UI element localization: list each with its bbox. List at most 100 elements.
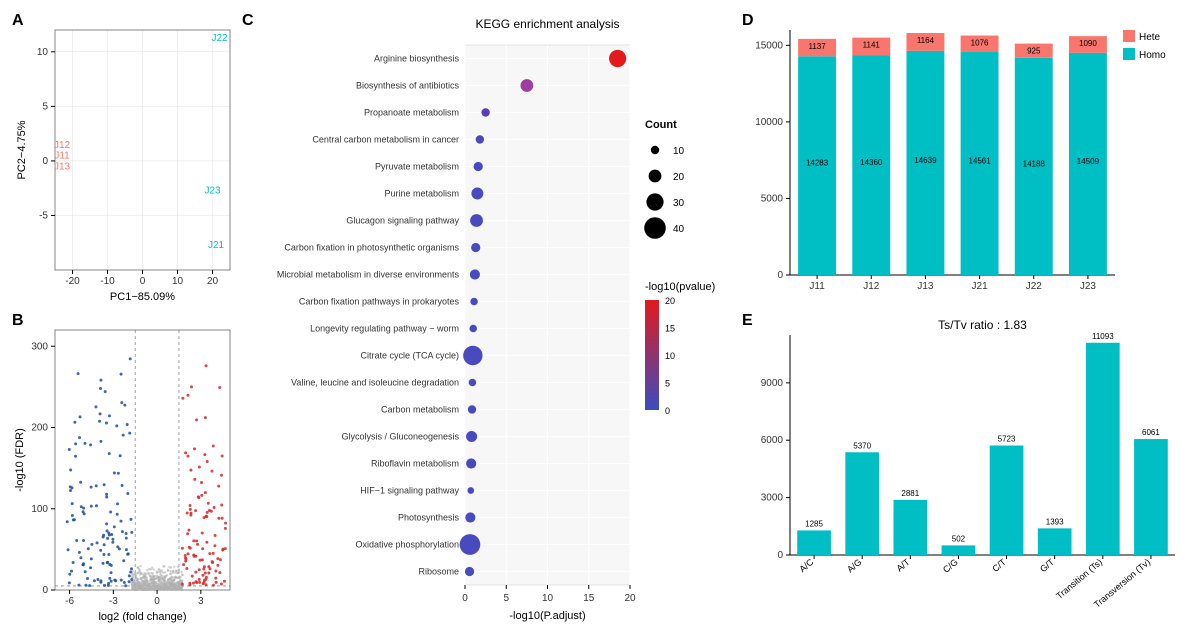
kegg-dot	[471, 188, 483, 200]
svg-text:J12: J12	[863, 281, 880, 292]
svg-text:0: 0	[42, 156, 48, 167]
kegg-dot	[474, 162, 483, 171]
svg-text:C/G: C/G	[941, 557, 960, 575]
svg-text:20: 20	[207, 276, 219, 287]
svg-text:J21: J21	[972, 281, 989, 292]
pca-point: J22	[211, 33, 228, 44]
kegg-pathway-label: Ribosome	[418, 567, 459, 577]
kegg-dot	[470, 269, 480, 279]
kegg-dot	[465, 512, 475, 522]
svg-text:J22: J22	[1026, 281, 1043, 292]
svg-text:9000: 9000	[761, 378, 784, 389]
kegg-pathway-label: HIF−1 signaling pathway	[360, 486, 459, 496]
kegg-dot	[470, 298, 478, 306]
kegg-title: KEGG enrichment analysis	[475, 17, 619, 31]
svg-text:C/T: C/T	[990, 557, 1008, 574]
svg-text:10: 10	[37, 47, 49, 58]
svg-text:0: 0	[154, 596, 160, 607]
svg-text:J23: J23	[1080, 281, 1097, 292]
kegg-pathway-label: Pyruvate metabolism	[375, 162, 459, 172]
kegg-pathway-label: Riboflavin metabolism	[371, 459, 459, 469]
svg-text:0: 0	[462, 593, 468, 604]
svg-text:300: 300	[31, 341, 48, 352]
tstv-bar	[845, 452, 879, 555]
kegg-pathway-label: Carbon fixation in photosynthetic organi…	[284, 243, 459, 253]
panel-d-label: D	[742, 12, 754, 30]
tstv-bar	[1038, 528, 1072, 555]
pca-ylabel: PC2−4.75%	[16, 120, 28, 179]
stacked-legend: Hete Homo	[1123, 30, 1166, 61]
svg-text:1076: 1076	[971, 39, 989, 48]
svg-text:-log10(pvalue): -log10(pvalue)	[645, 281, 715, 293]
svg-text:A/G: A/G	[845, 557, 863, 575]
svg-text:5370: 5370	[853, 441, 871, 450]
kegg-pathway-label: Carbon metabolism	[381, 405, 459, 415]
panel-b-volcano: B -6-3030100200300log2 (fold change)-log…	[10, 310, 240, 630]
kegg-pathway-label: Glucagon signaling pathway	[346, 216, 459, 226]
svg-text:G/T: G/T	[1038, 557, 1056, 575]
panel-b-label: B	[12, 312, 24, 330]
pca-xlabel: PC1−85.09%	[110, 291, 175, 303]
svg-text:14283: 14283	[806, 159, 829, 168]
tstv-bar	[990, 446, 1024, 555]
tstv-title: Ts/Tv ratio : 1.83	[938, 318, 1027, 332]
svg-text:30: 30	[673, 198, 685, 209]
volcano-xlabel: log2 (fold change)	[98, 611, 186, 623]
svg-text:0: 0	[42, 585, 48, 596]
svg-text:6000: 6000	[761, 435, 784, 446]
kegg-dot	[476, 135, 484, 143]
svg-text:14509: 14509	[1077, 157, 1100, 166]
svg-text:1141: 1141	[863, 41, 881, 50]
pca-point: J21	[208, 240, 225, 251]
count-legend: Count10203040	[644, 119, 684, 239]
kegg-dot	[468, 405, 476, 413]
tstv-bar	[797, 530, 831, 555]
svg-text:1164: 1164	[917, 36, 935, 45]
svg-text:10000: 10000	[755, 117, 783, 128]
kegg-dot	[481, 108, 489, 116]
kegg-pathway-label: Citrate cycle (TCA cycle)	[360, 351, 459, 361]
tstv-bar	[942, 545, 976, 555]
svg-text:40: 40	[673, 224, 685, 235]
svg-text:Hete: Hete	[1139, 32, 1161, 43]
panel-d-stacked-bar: D 050001000015000142831137J11143601141J1…	[740, 10, 1190, 310]
kegg-dot	[520, 79, 533, 92]
tstv-bar	[893, 500, 927, 555]
color-legend: -log10(pvalue)05101520	[645, 281, 715, 416]
svg-text:20: 20	[673, 172, 685, 183]
tstv-bar	[1086, 343, 1120, 555]
svg-text:-3: -3	[109, 596, 118, 607]
kegg-dot	[470, 214, 483, 227]
svg-text:-10: -10	[100, 276, 115, 287]
svg-text:5: 5	[503, 593, 509, 604]
svg-text:15000: 15000	[755, 40, 783, 51]
kegg-pathway-label: Glycolysis / Gluconeogenesis	[341, 432, 459, 442]
kegg-dot	[466, 431, 477, 442]
kegg-dot	[469, 379, 477, 387]
svg-text:0: 0	[665, 406, 670, 416]
panel-e-label: E	[742, 312, 753, 330]
svg-text:Transition (Ts): Transition (Ts)	[1054, 557, 1104, 601]
svg-text:20: 20	[665, 296, 675, 306]
svg-text:5723: 5723	[998, 435, 1016, 444]
svg-text:J11: J11	[809, 281, 825, 292]
svg-text:J13: J13	[917, 281, 934, 292]
volcano-ylabel: -log10 (FDR)	[14, 428, 26, 492]
svg-text:14639: 14639	[914, 156, 937, 165]
kegg-dot	[467, 487, 474, 494]
svg-text:5: 5	[665, 379, 670, 389]
kegg-dot	[460, 534, 481, 555]
pca-point: J12	[54, 140, 71, 151]
svg-text:0: 0	[777, 550, 783, 561]
svg-text:11093: 11093	[1092, 332, 1114, 341]
kegg-dot	[463, 346, 482, 365]
svg-text:1285: 1285	[805, 519, 823, 528]
svg-text:3000: 3000	[761, 493, 784, 504]
kegg-pathway-label: Biosynthesis of antibiotics	[356, 81, 460, 91]
svg-text:1137: 1137	[808, 42, 826, 51]
svg-text:10: 10	[665, 351, 675, 361]
svg-text:Homo: Homo	[1139, 50, 1166, 61]
kegg-pathway-label: Oxidative phosphorylation	[355, 540, 459, 550]
svg-text:15: 15	[583, 593, 595, 604]
kegg-pathway-label: Carbon fixation pathways in prokaryotes	[299, 297, 460, 307]
